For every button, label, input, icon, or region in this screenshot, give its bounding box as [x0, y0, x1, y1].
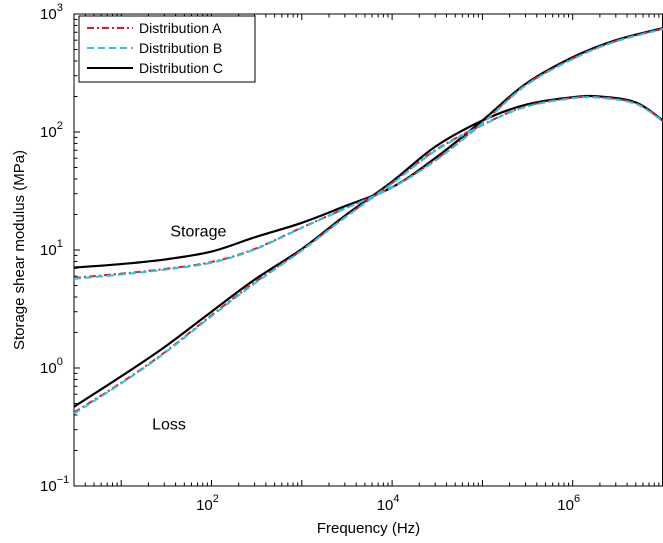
series-line-distribution-b-loss	[74, 96, 663, 415]
annotations: Storage Loss	[152, 224, 226, 434]
annotation-label: Storage	[170, 224, 226, 241]
legend-label: Distribution B	[139, 40, 222, 56]
y-axis-label: Storage shear modulus (MPa)	[11, 150, 28, 350]
y-tick-label: 100	[40, 356, 63, 377]
series-line-distribution-b-storage	[74, 28, 663, 280]
x-tick-label: 106	[557, 493, 580, 514]
x-tick-labels: 102 104 106	[196, 493, 580, 514]
series-line-distribution-c-loss	[74, 94, 663, 408]
plot-area	[73, 13, 663, 487]
y-tick-label: 102	[40, 120, 63, 141]
y-tick-labels: 10−1 100 101 102 103	[40, 2, 69, 495]
annotation-label: Loss	[152, 417, 186, 434]
y-tick-label: 10−1	[40, 474, 69, 495]
legend-label: Distribution A	[139, 20, 222, 36]
legend-box	[78, 15, 256, 83]
y-tick-label: 103	[40, 2, 63, 23]
legend-label: Distribution C	[139, 60, 223, 76]
legend: Distribution A Distribution B Distribution…	[78, 15, 256, 83]
y-tick-label: 101	[40, 238, 63, 259]
x-tick-label: 102	[196, 493, 219, 514]
series-lines	[74, 26, 663, 415]
x-axis-label: Frequency (Hz)	[317, 520, 420, 537]
x-tick-label: 104	[377, 493, 400, 514]
